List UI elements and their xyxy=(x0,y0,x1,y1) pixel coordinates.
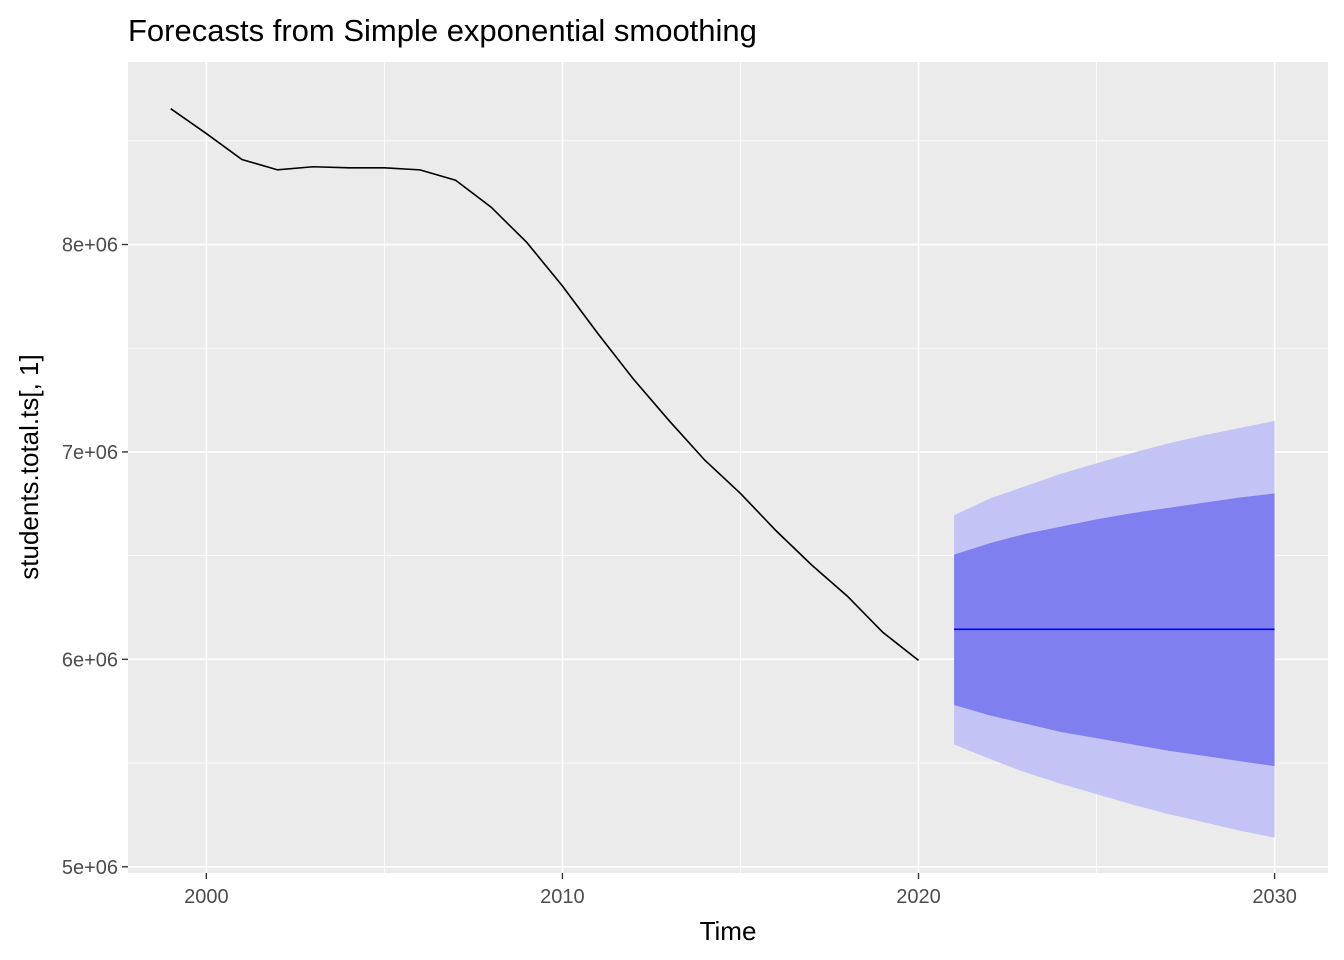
x-tick-label: 2020 xyxy=(896,886,941,908)
axes: 2000 2010 2020 2030 5e+06 6e+06 7e+06 8e+06 xyxy=(62,235,1297,908)
y-axis-title: students.total.ts[, 1] xyxy=(14,354,44,579)
x-tick-label: 2030 xyxy=(1252,886,1297,908)
chart-title: Forecasts from Simple exponential smooth… xyxy=(128,13,757,48)
x-tick-label: 2010 xyxy=(540,886,585,908)
observed-series-line xyxy=(170,108,919,662)
series-lines xyxy=(170,108,1275,662)
y-tick-label: 6e+06 xyxy=(62,649,118,671)
y-tick-label: 5e+06 xyxy=(62,857,118,879)
x-tick-label: 2000 xyxy=(184,886,229,908)
y-tick-label: 8e+06 xyxy=(62,235,118,257)
y-tick-label: 7e+06 xyxy=(62,442,118,464)
x-axis-title: Time xyxy=(700,916,757,946)
